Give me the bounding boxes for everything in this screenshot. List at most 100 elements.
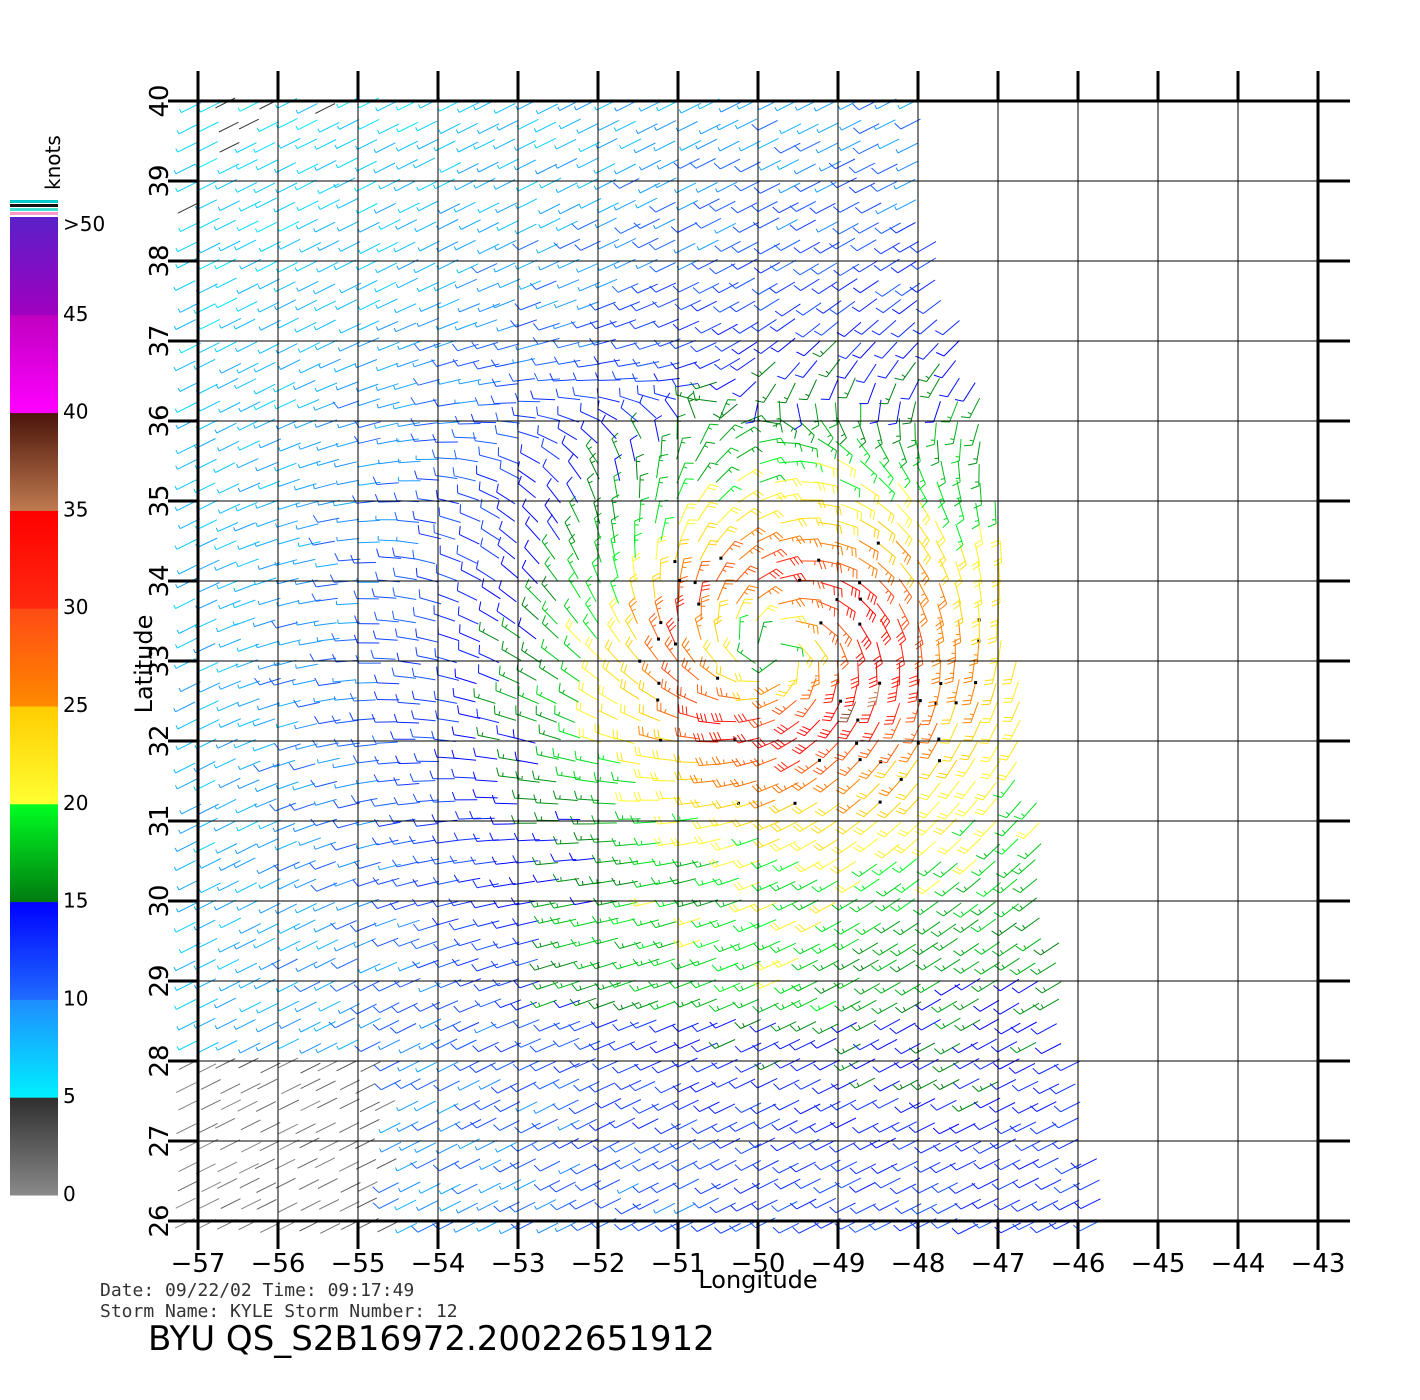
wind-barb bbox=[472, 1041, 499, 1053]
wind-barb bbox=[275, 117, 298, 129]
wind-barb bbox=[313, 798, 337, 806]
wind-barb bbox=[411, 898, 439, 907]
wind-barb bbox=[851, 863, 878, 877]
wind-barb bbox=[558, 1163, 581, 1175]
wind-barb bbox=[360, 1061, 381, 1073]
wind-barb bbox=[316, 443, 339, 451]
wind-barb bbox=[710, 1121, 738, 1133]
wind-barb bbox=[672, 281, 700, 293]
wind-barb bbox=[852, 1122, 879, 1134]
wind-barb bbox=[218, 680, 241, 690]
wind-barb bbox=[818, 160, 841, 172]
wind-barb bbox=[629, 434, 638, 462]
wind-barb bbox=[711, 756, 739, 766]
wind-barb bbox=[476, 161, 499, 173]
wind-barb bbox=[732, 982, 760, 992]
wind-barb bbox=[848, 182, 876, 194]
wind-barb bbox=[494, 999, 522, 1009]
wind-barb bbox=[530, 357, 558, 366]
wind-barb bbox=[649, 201, 676, 213]
wind-barb bbox=[852, 123, 880, 134]
wind-barb bbox=[335, 198, 359, 209]
wind-barb bbox=[549, 1181, 576, 1193]
wind-barb bbox=[218, 860, 241, 871]
wind-barb bbox=[659, 556, 669, 582]
wind-barb bbox=[217, 1161, 238, 1173]
rain-flag-marker bbox=[674, 642, 677, 646]
wind-barb bbox=[612, 1022, 639, 1032]
rain-flag-marker bbox=[954, 701, 958, 705]
wind-barb bbox=[932, 937, 958, 951]
wind-barb bbox=[555, 220, 578, 232]
wind-barb bbox=[954, 1019, 981, 1032]
wind-barb bbox=[521, 596, 539, 620]
wind-barb bbox=[318, 1199, 340, 1210]
wind-barb bbox=[453, 179, 477, 191]
wind-barb bbox=[511, 789, 537, 800]
wind-barb bbox=[634, 1060, 661, 1071]
wind-barb bbox=[253, 978, 276, 990]
wind-barb bbox=[457, 705, 481, 719]
wind-barb bbox=[456, 263, 479, 274]
wind-barb bbox=[729, 1221, 756, 1232]
wind-barb bbox=[664, 392, 679, 419]
wind-barb bbox=[931, 659, 942, 685]
wind-barb bbox=[195, 998, 219, 1009]
wind-barb bbox=[572, 372, 599, 382]
wind-barb bbox=[594, 1197, 621, 1209]
wind-barb bbox=[890, 260, 917, 274]
wind-barb bbox=[699, 656, 718, 679]
colorbar-label: 25 bbox=[63, 693, 88, 717]
wind-barb bbox=[258, 959, 281, 971]
wind-barb bbox=[456, 545, 478, 564]
wind-barb bbox=[218, 317, 242, 329]
wind-barb bbox=[491, 856, 518, 865]
wind-barb bbox=[173, 360, 196, 372]
wind-barb bbox=[175, 637, 198, 649]
wind-barb bbox=[533, 322, 560, 331]
wind-barb bbox=[931, 640, 941, 667]
wind-barb bbox=[499, 460, 520, 480]
wind-barb bbox=[780, 643, 804, 657]
wind-barb bbox=[513, 159, 536, 171]
rain-flag-marker bbox=[899, 777, 903, 781]
wind-barb bbox=[514, 223, 537, 235]
wind-barb bbox=[597, 260, 620, 271]
wind-barb bbox=[681, 657, 700, 681]
wind-barb bbox=[812, 1023, 839, 1035]
wind-barb bbox=[820, 419, 834, 446]
wind-barb bbox=[732, 998, 760, 1009]
wind-barb bbox=[377, 535, 401, 542]
wind-barb bbox=[496, 119, 519, 131]
wind-barb bbox=[375, 362, 399, 372]
wind-barb bbox=[538, 217, 561, 229]
wind-barb bbox=[476, 222, 500, 233]
wind-barb bbox=[536, 406, 560, 421]
wind-barb bbox=[550, 940, 577, 949]
wind-barb bbox=[620, 662, 639, 685]
wind-barb bbox=[774, 100, 797, 112]
lon-tick-label: −52 bbox=[571, 1249, 626, 1279]
wind-barb bbox=[431, 835, 459, 844]
wind-barb bbox=[633, 342, 661, 350]
wind-barb bbox=[355, 1158, 377, 1170]
wind-barb bbox=[952, 998, 979, 1011]
wind-barb bbox=[431, 449, 457, 460]
wind-barb bbox=[932, 1123, 960, 1135]
wind-barb bbox=[452, 687, 476, 703]
wind-barb bbox=[397, 341, 420, 350]
wind-barb bbox=[473, 747, 498, 760]
wind-barb bbox=[632, 958, 660, 967]
wind-barb bbox=[270, 620, 298, 629]
wind-barb bbox=[493, 102, 516, 114]
colorbar-unit-label: knots bbox=[41, 135, 65, 190]
wind-barb bbox=[337, 119, 360, 130]
wind-barb bbox=[823, 680, 838, 704]
wind-barb bbox=[614, 1079, 642, 1091]
wind-barb bbox=[394, 1160, 418, 1172]
wind-barb bbox=[860, 483, 880, 505]
wind-barb bbox=[631, 1000, 659, 1010]
wind-barb bbox=[336, 479, 359, 486]
wind-barb bbox=[1029, 1222, 1057, 1234]
wind-barb bbox=[1014, 917, 1040, 932]
